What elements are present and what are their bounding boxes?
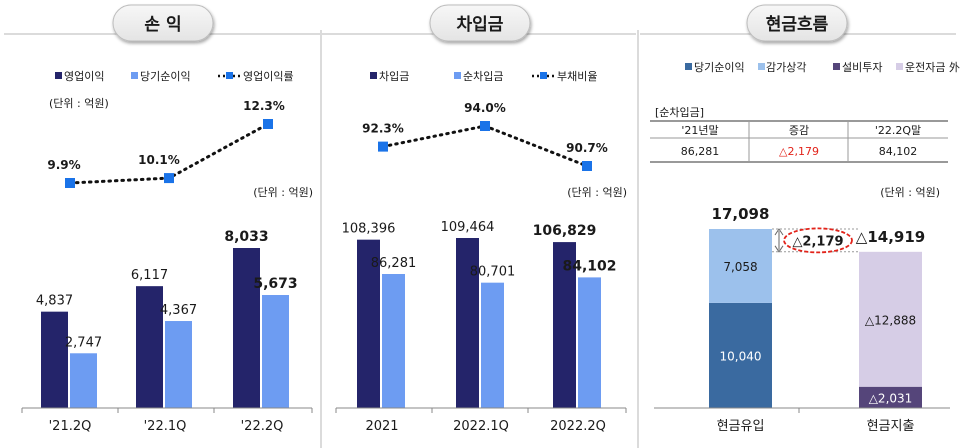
line-data-label: 92.3% (362, 122, 404, 136)
line-point (263, 119, 273, 129)
bar-data-label: 109,464 (441, 220, 495, 235)
table-header-cell: '22.2Q말 (875, 124, 921, 137)
x-tick-label: 현금유입 (717, 419, 765, 434)
legend-label: 당기순이익 (694, 61, 745, 74)
bar-primary (456, 238, 479, 408)
table-header-cell: '21년말 (681, 124, 718, 137)
bar-primary (41, 312, 68, 408)
bar-data-label: 5,673 (253, 276, 297, 292)
table-value-cell: 84,102 (879, 145, 918, 158)
unit-label: (단위 : 억원) (880, 186, 940, 199)
segment-value-label: △2,031 (869, 391, 913, 405)
legend-swatch (896, 63, 903, 70)
bar-data-label: 80,701 (470, 265, 516, 280)
legend-label: 설비투자 (842, 61, 882, 74)
segment-value-label: 7,058 (723, 260, 757, 274)
bar-secondary (165, 321, 192, 408)
legend-swatch (758, 63, 765, 70)
segment-value-label: △12,888 (865, 313, 916, 327)
difference-label: △2,179 (792, 234, 843, 249)
stack-total-label: 17,098 (712, 205, 770, 223)
panel-title: 차입금 (457, 15, 504, 35)
financial-summary-charts: 손 익 차입금 현금흐름영업이익 당기순이익 영업이익률 차입금 순차입금 부채비율당기순이익… (0, 0, 960, 448)
bar-data-label: 4,837 (36, 294, 73, 309)
x-tick-label: '21.2Q (49, 419, 92, 434)
table-header-cell: 증감 (789, 124, 809, 137)
legend-label: 순차입금 (463, 70, 503, 83)
bar-data-label: 6,117 (131, 268, 168, 283)
legend-marker (540, 72, 547, 79)
legend-label: 운전자금 外 (905, 61, 960, 74)
legend-swatch (685, 63, 692, 70)
x-tick-label: 2022.2Q (550, 419, 606, 434)
unit-label: (단위 : 억원) (49, 97, 109, 110)
unit-label: (단위 : 억원) (253, 186, 313, 199)
bar-data-label: 2,747 (65, 335, 102, 350)
bar-data-label: 106,829 (533, 223, 597, 239)
legend-label: 감가상각 (766, 61, 806, 74)
bar-data-label: 4,367 (160, 303, 197, 318)
bar-primary (233, 248, 260, 408)
legend-label: 영업이익 (64, 70, 104, 83)
table-title: [순차입금] (655, 106, 704, 119)
line-data-label: 12.3% (243, 99, 285, 113)
x-tick-label: 현금지출 (867, 419, 915, 434)
bar-data-label: 8,033 (224, 229, 268, 245)
legend-swatch (55, 72, 62, 79)
line-data-label: 10.1% (138, 153, 180, 167)
segment-value-label: 10,040 (720, 349, 762, 363)
legend-swatch (454, 72, 461, 79)
legend-label: 부채비율 (557, 70, 597, 83)
table-value-cell: △2,179 (779, 145, 819, 158)
line-point (164, 173, 174, 183)
line-data-label: 90.7% (566, 141, 608, 155)
x-tick-label: 2022.1Q (453, 419, 509, 434)
stack-total-label: △14,919 (856, 228, 925, 246)
line-point (582, 161, 592, 171)
x-tick-label: 2021 (365, 419, 398, 434)
bar-data-label: 84,102 (562, 258, 616, 274)
bar-data-label: 108,396 (342, 222, 396, 237)
legend-marker (226, 72, 233, 79)
table-value-cell: 86,281 (681, 145, 720, 158)
bar-secondary (262, 295, 289, 408)
panel-title: 현금흐름 (766, 15, 829, 35)
legend-label: 차입금 (379, 70, 409, 83)
line-point (480, 121, 490, 131)
bar-secondary (481, 283, 504, 408)
line-series (383, 126, 587, 166)
x-tick-label: '22.1Q (144, 419, 187, 434)
legend-swatch (370, 72, 377, 79)
panel-title: 손 익 (144, 15, 181, 35)
legend-label: 당기순이익 (140, 70, 191, 83)
line-data-label: 9.9% (47, 158, 80, 172)
line-data-label: 94.0% (464, 101, 506, 115)
bar-secondary (70, 353, 97, 408)
bar-secondary (382, 274, 405, 408)
line-point (65, 178, 75, 188)
legend-swatch (833, 63, 840, 70)
legend-swatch (131, 72, 138, 79)
unit-label: (단위 : 억원) (567, 186, 627, 199)
bar-secondary (578, 277, 601, 408)
line-point (378, 142, 388, 152)
bar-data-label: 86,281 (371, 256, 417, 271)
x-tick-label: '22.2Q (241, 419, 284, 434)
legend-label: 영업이익률 (243, 70, 294, 83)
